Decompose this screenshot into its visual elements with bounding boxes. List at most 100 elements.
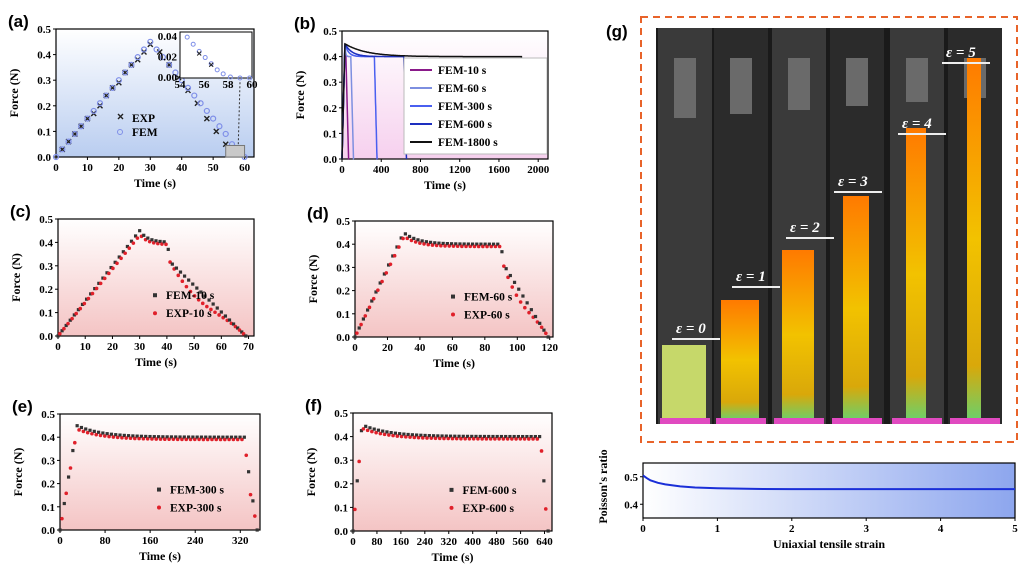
exp-point [510,285,515,289]
y-tick-label: 0.3 [334,455,348,467]
fem-point [109,432,114,436]
x-tick-label: 80 [100,535,112,547]
strain-bar [672,338,720,340]
fem-point [204,435,208,439]
fem-point [212,435,216,439]
legend-fem-label: FEM-10 s [166,290,215,302]
exp-point [184,284,189,289]
y-tick-label: 0.1 [336,309,350,321]
legend-exp-label: EXP-10 s [166,308,212,320]
strain-label: ε = 2 [790,220,820,236]
fem-point [378,281,382,285]
exp-point [164,242,168,247]
fem-point [221,435,225,439]
specimen-base [892,418,942,424]
fem-point [546,335,550,339]
fem-point [60,329,64,333]
exp-point [539,449,544,453]
fem-point [128,61,135,68]
fem-point [72,313,76,317]
fem-point [101,431,105,435]
y-tick-label: 0.4 [39,237,53,249]
fem-point [96,100,104,107]
y-tick-label: 0.3 [323,77,337,89]
x-tick-label: 120 [542,342,559,354]
fem-point [203,294,207,298]
legend-label: FEM-600 s [438,119,493,131]
fem-point [436,434,440,438]
exp-point [180,279,185,284]
exp-point [376,288,380,292]
fem-point [79,425,84,430]
inset-fem-point [227,74,233,80]
fem-point [125,244,130,249]
fem-point [433,241,437,245]
inset-y-tick: 0.00 [158,72,178,84]
strain-bar [732,286,780,288]
fem-point [521,434,525,439]
exp-point [62,326,66,331]
plot-frame [341,30,549,160]
exp-point [359,322,363,327]
fem-point [88,428,92,432]
fem-point [146,236,150,240]
fem-point [512,280,517,284]
x-tick-label: 1 [715,523,721,535]
panel-label: (b) [294,14,316,33]
fem-point [65,138,72,145]
exp-point [94,286,99,291]
fem-point [449,242,454,246]
exp-point [72,440,77,445]
exp-point [111,266,115,271]
fem-point [178,270,183,274]
fem-point [445,242,449,246]
specimen-base [660,418,710,424]
x-tick-label: 0 [53,162,59,174]
fem-point [96,430,101,434]
x-tick-label: 10 [82,162,94,174]
fem-point [475,242,479,246]
fem-point [172,69,179,76]
legend-exp-label: EXP [132,113,155,125]
exp-point [82,301,87,306]
exp-point [70,316,74,321]
series-line [341,42,525,160]
x-tick-label: 320 [441,536,458,548]
strain-bar [834,191,882,193]
y-tick-label: 0.5 [41,409,55,421]
legend-fem-marker [449,487,454,492]
exp-point [203,115,210,122]
exp-point [384,271,389,275]
fem-point [533,434,537,439]
fem-point [71,448,75,453]
fem-point [182,274,187,278]
exp-point [527,310,531,315]
fem-point [238,435,242,439]
specimen-base [950,418,1000,424]
fem-point [478,434,482,439]
exp-point [205,304,209,309]
fem-point [461,434,465,438]
y-tick-label: 0.2 [41,479,55,491]
grip-upper [788,58,810,110]
panel-label: (d) [307,204,329,223]
y-tick-label: 0.3 [37,75,51,87]
exp-point [98,281,103,286]
panel-label: (g) [606,22,628,41]
x-tick-label: 30 [145,162,157,174]
strain-label: ε = 0 [676,321,706,337]
fem-point [203,107,210,115]
fem-point [118,433,122,437]
fem-point [353,335,357,339]
fem-point [365,308,370,312]
plot-frame [352,412,553,532]
inset-fem-point [220,71,226,77]
fem-point [234,435,238,439]
exp-point [248,492,253,497]
fem-point [148,434,152,439]
fem-point [444,434,448,438]
x-tick-label: 20 [113,162,125,174]
x-tick-label: 160 [142,535,159,547]
y-tick-label: 0.1 [39,308,53,320]
exp-point [102,276,107,281]
